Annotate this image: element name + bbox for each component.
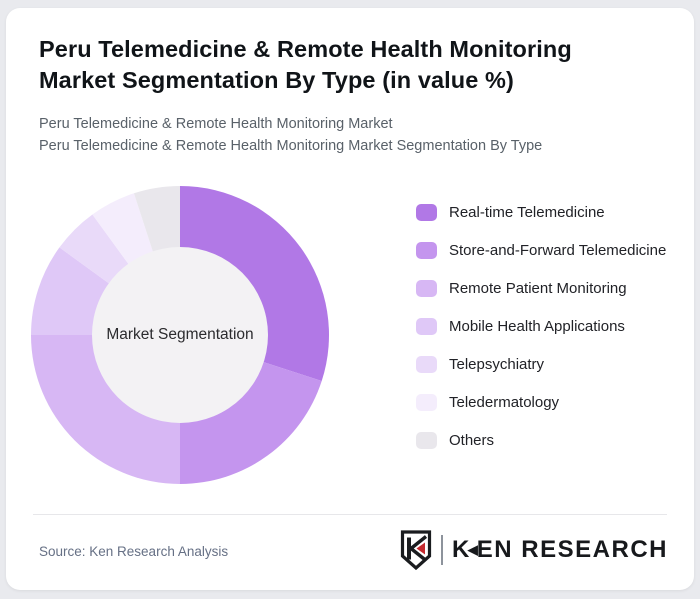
legend-swatch [416, 356, 437, 373]
legend-swatch [416, 432, 437, 449]
legend-swatch [416, 280, 437, 297]
legend-item: Store-and-Forward Telemedicine [416, 239, 678, 262]
legend-label: Real-time Telemedicine [449, 204, 605, 221]
chart-subtitles: Peru Telemedicine & Remote Health Monito… [39, 113, 669, 157]
logo-red-triangle-icon: ◀ [467, 542, 478, 557]
logo-wordmark: K◀EN RESEARCH [452, 536, 668, 564]
donut-segments [31, 186, 329, 484]
source-text: Source: Ken Research Analysis [39, 544, 229, 559]
subtitle-line-1: Peru Telemedicine & Remote Health Monito… [39, 116, 393, 132]
footer-divider [33, 514, 667, 515]
legend-swatch [416, 318, 437, 335]
donut-chart: Market Segmentation [30, 185, 330, 485]
legend-item: Teledermatology [416, 391, 678, 414]
legend-swatch [416, 394, 437, 411]
chart-card: Peru Telemedicine & Remote Health Monito… [6, 8, 694, 590]
ken-research-shield-icon [400, 530, 432, 571]
legend-label: Telepsychiatry [449, 356, 545, 373]
legend-item: Mobile Health Applications [416, 315, 678, 338]
page-title: Peru Telemedicine & Remote Health Monito… [39, 36, 572, 93]
donut-hole [92, 247, 268, 423]
legend-label: Remote Patient Monitoring [449, 280, 627, 297]
legend-label: Teledermatology [449, 394, 560, 411]
legend-item: Others [416, 429, 678, 452]
logo-rest: EN RESEARCH [476, 536, 668, 563]
legend-item: Real-time Telemedicine [416, 201, 678, 224]
legend: Real-time Telemedicine Store-and-Forward… [416, 201, 678, 467]
logo-k: K [451, 536, 471, 563]
donut-center-label: Market Segmentation [106, 326, 254, 343]
subtitle-line-2: Peru Telemedicine & Remote Health Monito… [39, 138, 543, 154]
legend-label: Mobile Health Applications [449, 318, 625, 335]
ken-research-logo: K◀EN RESEARCH [398, 528, 668, 572]
legend-item: Remote Patient Monitoring [416, 277, 678, 300]
legend-label: Store-and-Forward Telemedicine [449, 242, 667, 259]
legend-label: Others [449, 432, 495, 449]
legend-swatch [416, 204, 437, 221]
legend-swatch [416, 242, 437, 259]
logo-divider [440, 535, 443, 565]
legend-item: Telepsychiatry [416, 353, 678, 376]
